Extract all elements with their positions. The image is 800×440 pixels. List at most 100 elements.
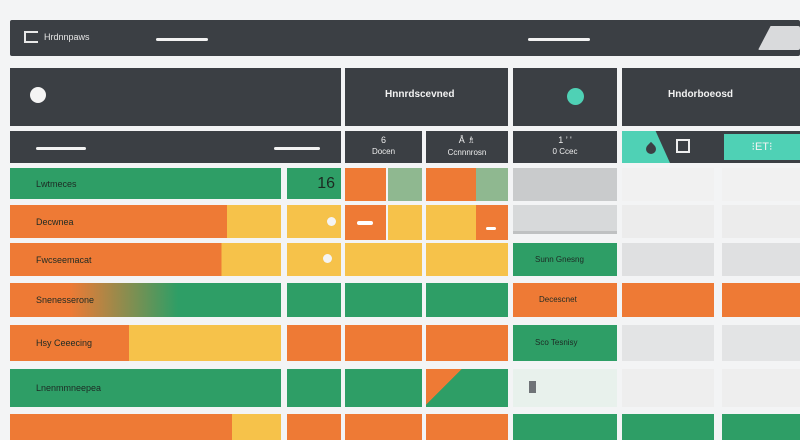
mid-cell xyxy=(426,414,508,440)
left-row-5[interactable]: Hsy Ceeecing xyxy=(10,325,281,361)
mid-cell xyxy=(426,243,508,276)
right-b-cell xyxy=(622,205,714,238)
right-a-cell xyxy=(513,414,617,440)
cursor-icon xyxy=(529,381,536,393)
mid-cell xyxy=(476,205,508,240)
mid-cell xyxy=(476,168,508,201)
mid-cell xyxy=(426,325,508,361)
left-row-1[interactable]: Lwtmeces xyxy=(10,168,281,199)
mid-panel-title: Hnnrdscevned xyxy=(385,89,455,100)
cell-6 xyxy=(287,369,341,407)
right-b-cell xyxy=(722,168,800,201)
header-search-placeholder[interactable] xyxy=(156,38,208,41)
right-a-cell xyxy=(513,205,617,234)
cell-7 xyxy=(287,414,341,440)
left-row-2[interactable]: Decwnea xyxy=(10,205,281,238)
right-a-cell xyxy=(513,168,617,201)
right-b-cell xyxy=(622,325,714,361)
cell-4 xyxy=(287,283,341,317)
tab-corner-icon[interactable] xyxy=(758,26,800,50)
right-b-cell xyxy=(622,243,714,276)
left-row-4[interactable]: Snenesserone xyxy=(10,283,281,317)
toggle-cell-2[interactable] xyxy=(287,243,341,276)
mid-cell xyxy=(388,168,422,201)
left-row-3[interactable]: Fwcseemacat xyxy=(10,243,281,276)
row-label: Decescnet xyxy=(539,295,577,304)
right-b-cell xyxy=(622,283,714,317)
teal-dot-icon[interactable] xyxy=(567,88,584,105)
left-panel-header xyxy=(10,68,341,126)
row-label: Hsy Ceeecing xyxy=(36,338,93,348)
mid-cell xyxy=(345,205,386,240)
header-center-line xyxy=(528,38,590,41)
mid-cell xyxy=(426,369,508,407)
filter-line-left xyxy=(36,147,86,150)
right-b-title: Hndorboeosd xyxy=(668,89,733,100)
mid-cell xyxy=(426,205,476,240)
right-b-cell xyxy=(622,168,714,201)
right-b-header: Hndorboeosd xyxy=(622,68,800,126)
right-a-header xyxy=(513,68,617,126)
mid-panel-header: Hnnrdscevned xyxy=(345,68,508,126)
mid-cell xyxy=(345,168,386,201)
filter-line-right xyxy=(274,147,320,150)
mid-cell xyxy=(426,168,476,201)
mid-cell xyxy=(345,325,422,361)
toggle-cell-1[interactable] xyxy=(287,205,341,238)
mid-cell xyxy=(345,243,422,276)
status-dot-icon[interactable] xyxy=(30,87,46,103)
col-top: 6 xyxy=(380,135,386,145)
drop-icon xyxy=(643,141,659,157)
mid-cell xyxy=(426,283,508,317)
count-value: 16 xyxy=(317,175,335,192)
col-label: Docen xyxy=(371,147,396,156)
right-b-cell xyxy=(722,243,800,276)
mid-cell xyxy=(345,369,422,407)
right-b-cell xyxy=(722,205,800,238)
left-panel-subheader xyxy=(10,131,341,163)
right-b-tabs: ⁝ET⁝ xyxy=(622,131,800,163)
left-row-6[interactable]: Lnenmmneepea xyxy=(10,369,281,407)
row-label: Lwtmeces xyxy=(36,178,77,189)
top-header-bar: Hrdnnpaws xyxy=(10,20,800,56)
row-label: Lnenmmneepea xyxy=(36,383,102,393)
toggle-dot-icon xyxy=(327,217,336,226)
right-a-row[interactable]: Sunn Gnesng xyxy=(513,243,617,276)
toggle-dot-icon xyxy=(323,254,332,263)
row-label: Sunn Gnesng xyxy=(535,255,584,264)
app-title: Hrdnnpaws xyxy=(44,32,90,42)
col-top: Å ♗ xyxy=(458,135,476,145)
row-label: Fwcseemacat xyxy=(36,254,92,265)
row-label: Snenesserone xyxy=(36,295,95,305)
col-top: 1 ’ ' xyxy=(558,135,572,145)
right-a-row[interactable]: Sco Tesnisy xyxy=(513,325,617,361)
mid-col-1-header[interactable]: 6 Docen xyxy=(345,131,422,163)
right-b-cell xyxy=(722,414,800,440)
row-label: Decwnea xyxy=(36,216,74,227)
mid-cell xyxy=(345,414,422,440)
mid-cell-line xyxy=(357,221,373,225)
count-cell: 16 xyxy=(287,168,341,199)
tab-doc[interactable] xyxy=(676,139,690,153)
app-logo-icon[interactable] xyxy=(24,31,38,43)
right-b-cell xyxy=(622,369,714,407)
right-b-cell xyxy=(722,325,800,361)
right-b-cell xyxy=(722,283,800,317)
mid-cell xyxy=(345,283,422,317)
col-label: 0 Ccec xyxy=(552,147,578,156)
left-row-7[interactable] xyxy=(10,414,281,440)
right-a-row[interactable]: Decescnet xyxy=(513,283,617,317)
mid-cell xyxy=(388,205,422,240)
mid-cell-line xyxy=(486,227,496,230)
tab-drop[interactable] xyxy=(622,131,670,163)
row-label: Sco Tesnisy xyxy=(535,338,578,347)
cell-5 xyxy=(287,325,341,361)
tab-third-label: ⁝ET⁝ xyxy=(751,141,773,153)
right-a-cell xyxy=(513,369,617,407)
right-a-col-header[interactable]: 1 ’ ' 0 Ccec xyxy=(513,131,617,163)
mid-col-2-header[interactable]: Å ♗ Ccnnnrosn xyxy=(426,131,508,163)
col-label: Ccnnnrosn xyxy=(447,148,487,157)
tab-third[interactable]: ⁝ET⁝ xyxy=(724,134,800,160)
right-b-cell xyxy=(722,369,800,407)
right-b-cell xyxy=(622,414,714,440)
